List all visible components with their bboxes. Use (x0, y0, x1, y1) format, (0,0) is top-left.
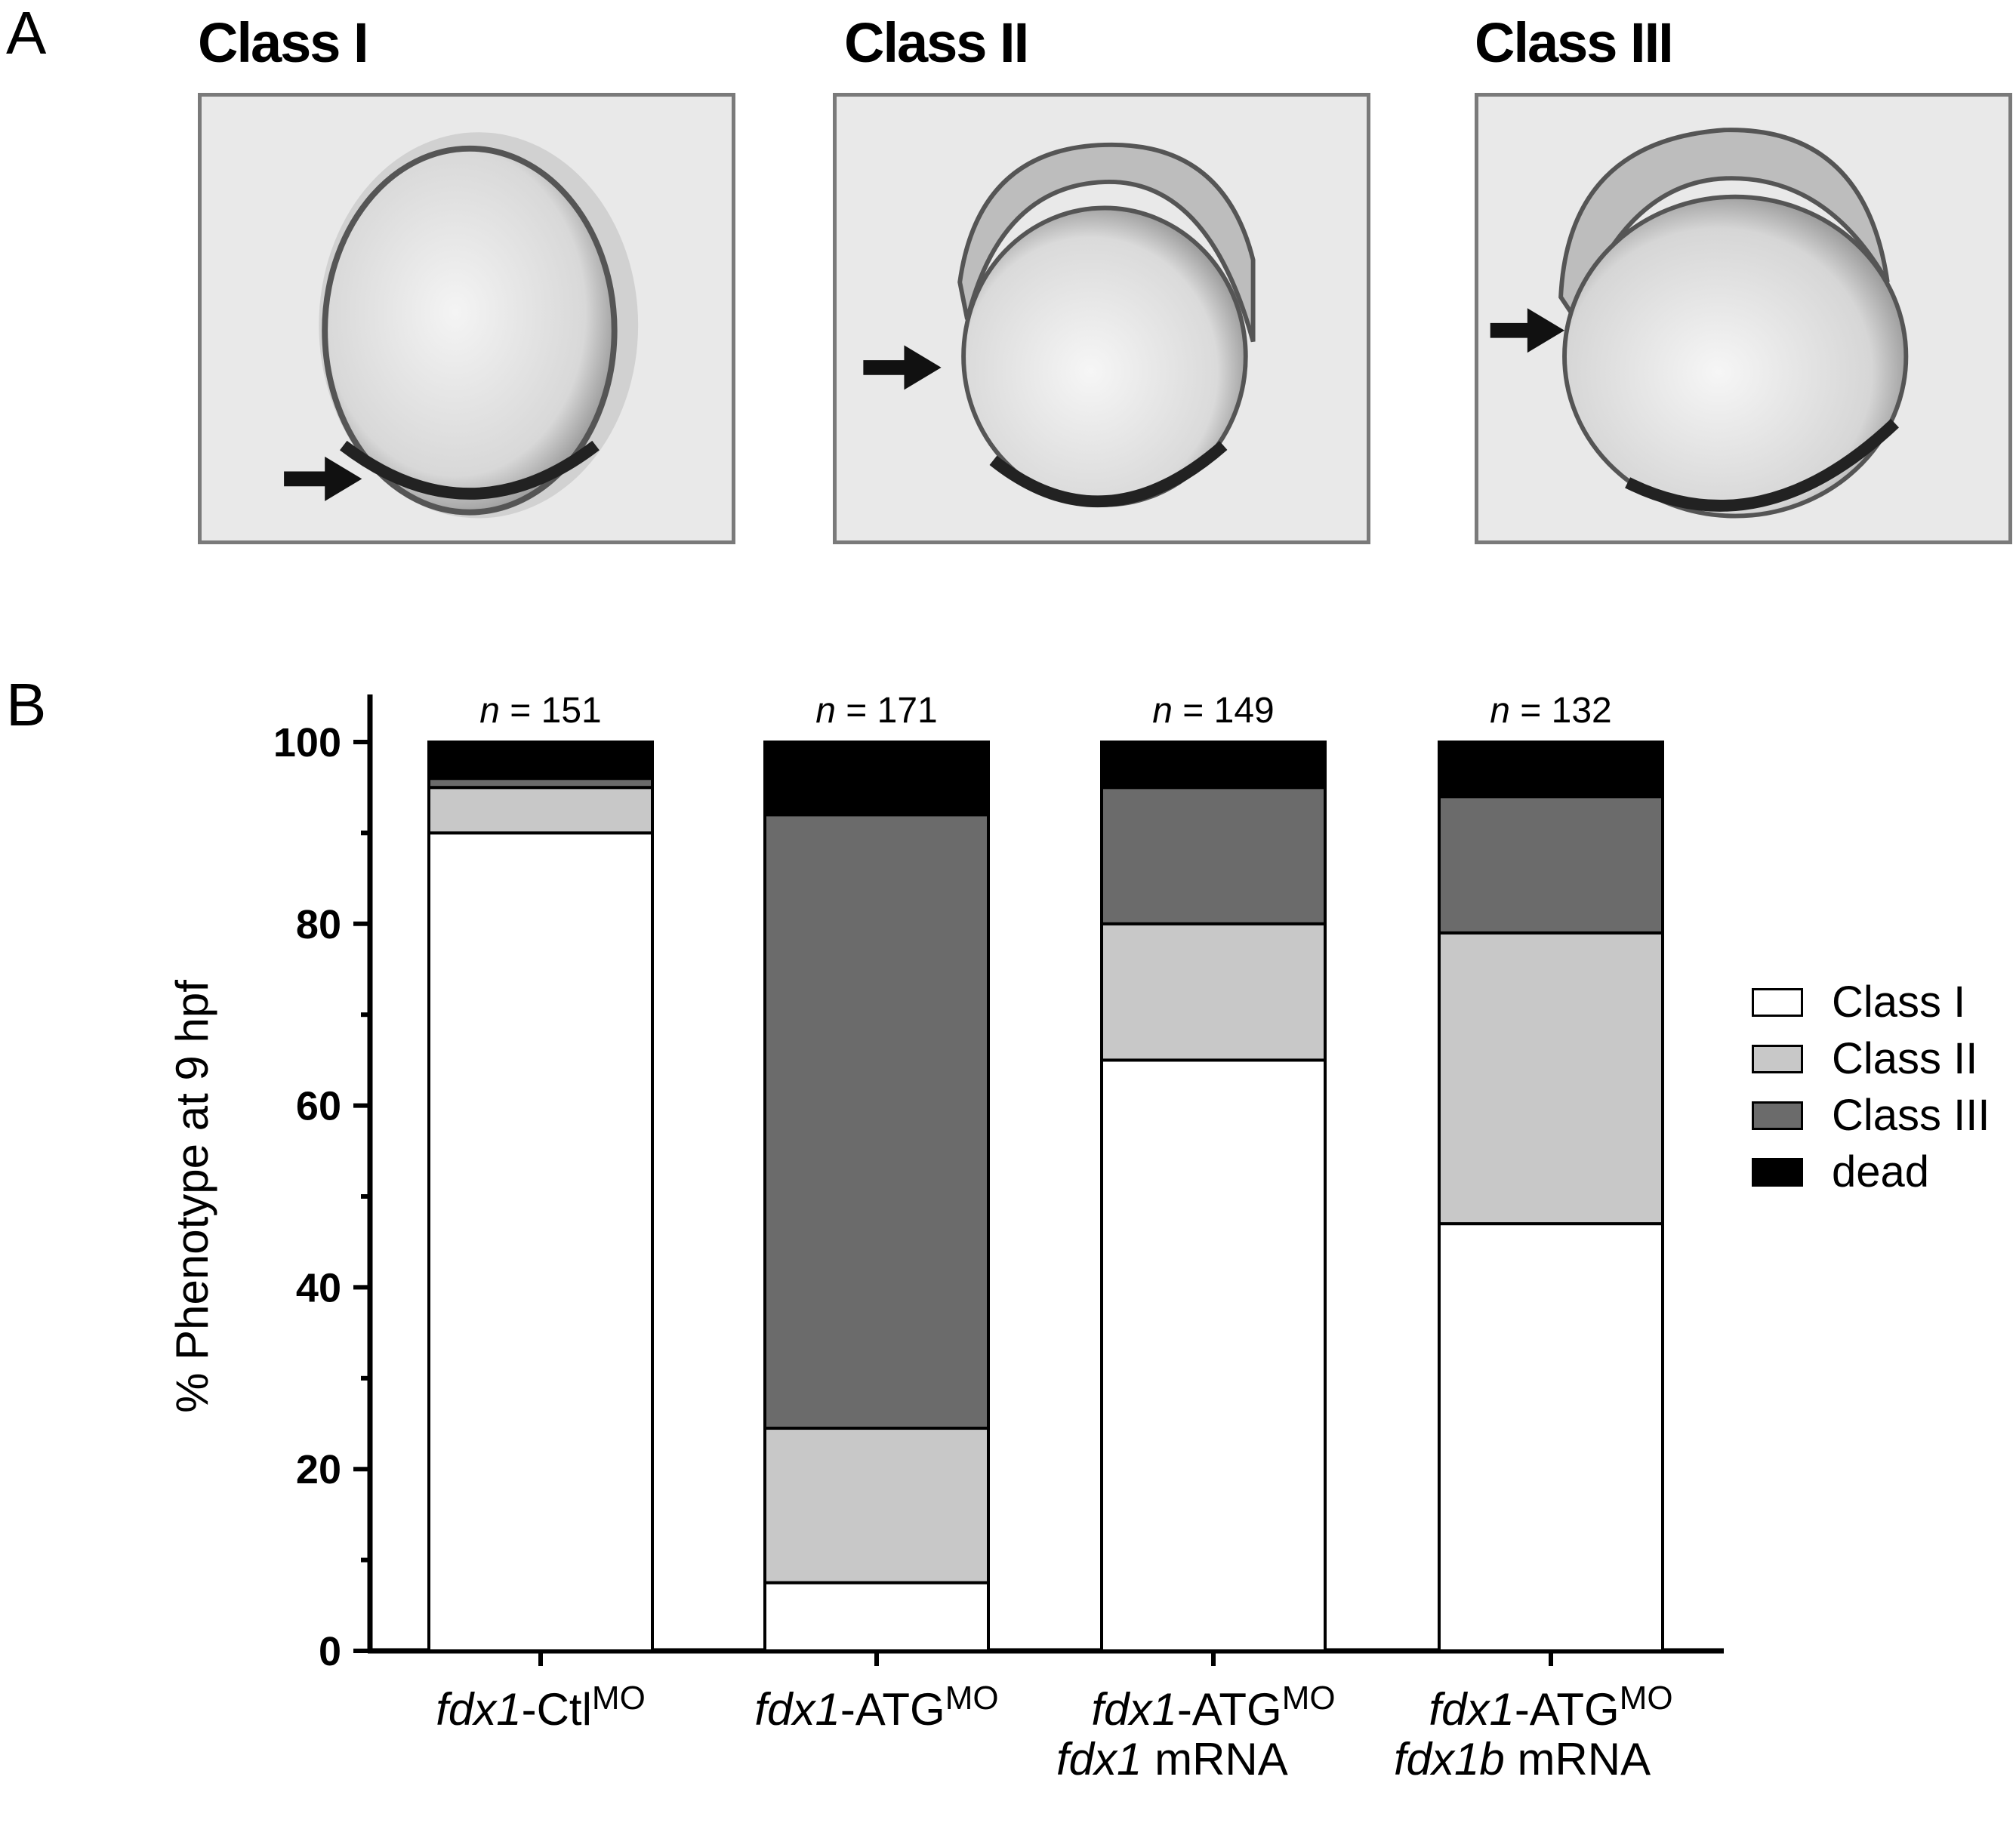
x-category-label: fdx1-ATGMO fdx1 mRNA (1040, 1680, 1387, 1784)
bar-segment-class-ii (763, 1427, 990, 1584)
legend-item: dead (1752, 1144, 1990, 1200)
legend-label: Class III (1832, 1091, 1990, 1140)
y-tick-label: 60 (296, 1084, 341, 1129)
bar-segment-class-iii (763, 813, 990, 1430)
n-count-label: n = 149 (1152, 691, 1275, 731)
arrow-icon (863, 345, 942, 390)
n-symbol: n (1490, 691, 1510, 731)
bar-segment-class-i (763, 1581, 990, 1652)
y-tick-label: 80 (296, 902, 341, 947)
bar-segment-dead (1100, 741, 1327, 790)
n-value: = 132 (1510, 691, 1612, 731)
n-symbol: n (1152, 691, 1173, 731)
bar-segment-dead (427, 741, 654, 781)
chart-legend: Class I Class II Class III dead (1752, 974, 1990, 1200)
legend-label: Class II (1832, 1034, 1978, 1083)
n-symbol: n (815, 691, 836, 731)
legend-item: Class I (1752, 974, 1990, 1030)
bar-segment-class-i (1438, 1222, 1664, 1652)
legend-swatch (1752, 987, 1803, 1017)
n-symbol: n (479, 691, 500, 731)
n-value: = 171 (836, 691, 938, 731)
bar-segment-dead (1438, 741, 1664, 799)
panel-a-letter: A (6, 0, 47, 66)
x-category-label: fdx1-ATGMO (703, 1680, 1050, 1735)
panel-b-letter: B (6, 671, 47, 738)
n-value: = 149 (1173, 691, 1275, 731)
bar-segment-class-i (427, 831, 654, 1652)
x-category-label: fdx1-CtlMO (367, 1680, 714, 1735)
n-count-label: n = 132 (1490, 691, 1612, 731)
embryo-image-class-ii (833, 93, 1370, 544)
embryo-image-class-i (198, 93, 735, 544)
bar-segment-class-ii (1100, 922, 1327, 1062)
x-category-line2: fdx1b mRNA (1394, 1734, 1651, 1784)
legend-item: Class II (1752, 1030, 1990, 1087)
n-value: = 151 (500, 691, 602, 731)
legend-swatch (1752, 1044, 1803, 1073)
y-tick-label: 40 (296, 1265, 341, 1310)
x-category-line1: fdx1-ATGMO (754, 1680, 999, 1735)
bar-segment-dead (763, 741, 990, 817)
n-count-label: n = 151 (479, 691, 602, 731)
bar-segment-class-iii (1100, 786, 1327, 925)
arrow-icon (1490, 308, 1565, 353)
class-i-title: Class I (198, 11, 369, 74)
y-tick-label: 20 (296, 1447, 341, 1492)
bar-segment-class-i (1100, 1058, 1327, 1652)
bar-segment-class-iii (1438, 795, 1664, 935)
x-category-line1: fdx1-ATGMO (1429, 1680, 1673, 1735)
legend-swatch (1752, 1101, 1803, 1130)
legend-label: Class I (1832, 978, 1966, 1027)
bar-segment-class-ii (1438, 931, 1664, 1226)
class-ii-title: Class II (844, 11, 1029, 74)
x-category-label: fdx1-ATGMO fdx1b mRNA (1377, 1680, 1725, 1784)
y-tick-label: 100 (273, 720, 341, 765)
y-axis-label: % Phenotype at 9 hpf (167, 980, 217, 1413)
x-category-line2: fdx1 mRNA (1056, 1734, 1288, 1784)
legend-item: Class III (1752, 1087, 1990, 1144)
class-iii-title: Class III (1475, 11, 1674, 74)
legend-label: dead (1832, 1147, 1930, 1196)
y-tick-label: 0 (319, 1629, 341, 1674)
embryo-image-class-iii (1475, 93, 2012, 544)
x-category-line1: fdx1-CtlMO (436, 1680, 646, 1735)
n-count-label: n = 171 (815, 691, 938, 731)
bar-segment-class-ii (427, 786, 654, 835)
x-category-line1: fdx1-ATGMO (1091, 1680, 1336, 1735)
arrow-icon (284, 456, 362, 501)
legend-swatch (1752, 1157, 1803, 1187)
